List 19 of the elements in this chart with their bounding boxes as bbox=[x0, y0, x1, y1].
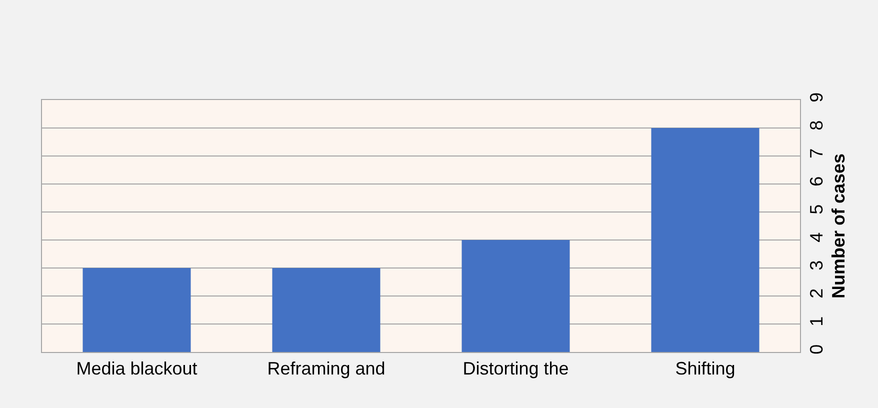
y-tick-label: 7 bbox=[806, 148, 827, 158]
y-tick-label: 0 bbox=[806, 344, 827, 354]
y-tick-label: 9 bbox=[806, 92, 827, 102]
bar bbox=[82, 268, 191, 352]
y-tick-label: 4 bbox=[806, 232, 827, 242]
y-tick-label: 5 bbox=[806, 204, 827, 214]
y-tick-label: 6 bbox=[806, 176, 827, 186]
y-tick-label: 2 bbox=[806, 288, 827, 298]
x-tick-label: Reframing and bbox=[267, 358, 386, 379]
x-tick-label: Media blackout bbox=[76, 358, 198, 379]
y-axis-title: Number of cases bbox=[828, 153, 849, 299]
bar bbox=[272, 268, 380, 352]
bar bbox=[651, 128, 760, 352]
y-tick-label: 8 bbox=[806, 120, 827, 130]
y-tick-label: 1 bbox=[806, 316, 827, 326]
x-tick-label: Distorting the bbox=[462, 358, 569, 379]
x-tick-label: Shifting bbox=[675, 358, 736, 379]
y-tick-label: 3 bbox=[806, 260, 827, 270]
bar bbox=[462, 240, 570, 352]
